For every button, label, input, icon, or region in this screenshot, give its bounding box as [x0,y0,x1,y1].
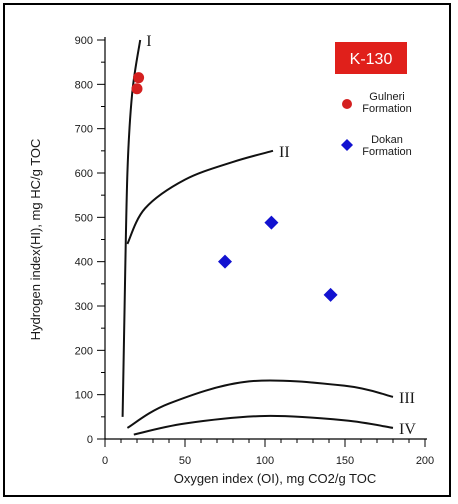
kerogen-curve-iv [133,414,394,436]
legend-label-gulneri: Formation [362,103,412,115]
y-tick-label: 200 [75,345,93,357]
badge-label: K-130 [350,51,393,68]
kerogen-label-iv: IV [399,421,416,438]
x-tick-label: 150 [336,455,354,467]
x-tick-label: 0 [102,455,108,467]
legend-label-dokan: Dokan [371,134,403,146]
y-axis-title: Hydrogen index(HI), mg HC/g TOC [28,139,43,341]
y-tick-label: 700 [75,124,93,136]
dokan-point [218,254,232,269]
y-tick-label: 600 [75,168,93,180]
kerogen-label-i: I [146,33,151,50]
gulneri-point [131,83,143,95]
y-tick-label: 500 [75,212,93,224]
x-tick-label: 200 [416,455,434,467]
kerogen-curve-i [121,39,142,417]
axes: 0 100 200 300 400 500 600 700 800 900 0 50 100 150 200 [75,35,435,467]
y-tick-label: 900 [75,35,93,47]
kerogen-curve-iii [126,379,394,429]
y-tick-label: 0 [87,434,93,446]
y-tick-label: 100 [75,390,93,402]
legend-marker-gulneri [342,99,352,109]
x-tick-label: 100 [256,455,274,467]
y-tick-label: 400 [75,257,93,269]
dokan-point [323,287,338,302]
dokan-point [264,215,279,230]
legend-label-dokan: Formation [362,146,412,158]
x-axis-title: Oxygen index (OI), mg CO2/g TOC [174,471,377,486]
x-tick-label: 50 [179,455,191,467]
legend-marker-dokan [341,139,353,151]
well-badge: K-130 [335,42,407,74]
kerogen-label-iii: III [399,390,415,407]
badge-background [335,42,407,74]
gulneri-point [133,72,145,84]
hi-oi-chart: 0 100 200 300 400 500 600 700 800 900 0 50 100 150 200… [28,33,435,486]
chart-frame: 0 100 200 300 400 500 600 700 800 900 0 50 100 150 200… [3,3,451,497]
kerogen-label-ii: II [279,144,290,161]
kerogen-curve-ii [126,149,274,245]
data-points [131,72,338,302]
y-tick-label: 800 [75,79,93,91]
y-tick-label: 300 [75,301,93,313]
legend-label-gulneri: Gulneri [369,91,404,103]
